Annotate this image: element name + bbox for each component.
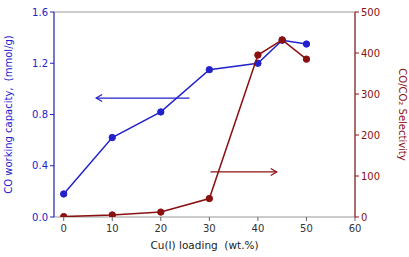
y2-tick-label: 0 — [361, 212, 367, 223]
x-tick — [306, 217, 307, 221]
y2-tick — [355, 12, 359, 13]
series-point — [61, 213, 67, 217]
series-point — [206, 195, 212, 201]
chart: 0 10 20 30 40 50 60 0.0 0.4 0.8 1.2 1.6 0 100 200 300 40… — [0, 0, 409, 257]
y-tick — [50, 165, 54, 166]
y-tick — [50, 114, 54, 115]
arrow-shaft — [96, 97, 189, 98]
axis-arrow — [211, 168, 277, 175]
x-tick-label: 10 — [106, 223, 119, 234]
y-tick-label: 0.4 — [32, 160, 48, 171]
y2-tick-label: 400 — [361, 48, 380, 59]
series-point — [158, 209, 164, 215]
x-axis-label: Cu(I) loading (wt.%) — [150, 239, 258, 251]
y2-tick-label: 100 — [361, 171, 380, 182]
y2-tick-label: 300 — [361, 89, 380, 100]
series-line — [64, 40, 307, 217]
y2-tick — [355, 53, 359, 54]
y2-tick-label: 500 — [361, 7, 380, 18]
series-point — [255, 52, 261, 58]
y2-tick-label: 200 — [361, 130, 380, 141]
plot-frame — [54, 12, 355, 217]
x-tick — [355, 217, 356, 221]
y-tick-label: 0.8 — [32, 109, 48, 120]
x-tick-label: 0 — [61, 223, 67, 234]
x-tick-label: 40 — [252, 223, 265, 234]
series-point — [109, 134, 115, 140]
x-tick — [63, 217, 64, 221]
y2-axis-line — [355, 12, 356, 217]
arrow-head — [96, 95, 102, 102]
series-point — [61, 191, 67, 197]
series-point — [158, 109, 164, 115]
x-tick — [209, 217, 210, 221]
y2-tick — [355, 94, 359, 95]
y2-tick — [355, 135, 359, 136]
axis-arrow — [96, 95, 189, 102]
series-point — [279, 37, 285, 43]
y-tick — [50, 217, 54, 218]
plot-area — [61, 37, 310, 217]
arrow-shaft — [211, 171, 277, 172]
x-tick — [160, 217, 161, 221]
arrow-head — [271, 168, 277, 175]
x-tick — [257, 217, 258, 221]
series-point — [303, 56, 309, 62]
y-tick — [50, 63, 54, 64]
series-point — [206, 66, 212, 72]
x-tick-label: 60 — [349, 223, 362, 234]
x-tick — [112, 217, 113, 221]
y2-tick — [355, 176, 359, 177]
series-point — [109, 212, 115, 217]
y-tick — [50, 12, 54, 13]
y-tick-label: 0.0 — [32, 212, 48, 223]
y-tick-label: 1.6 — [32, 7, 48, 18]
y-tick-label: 1.2 — [32, 58, 48, 69]
x-tick-label: 30 — [203, 223, 216, 234]
y-axis-label: CO working capacity, (mmol/g) — [3, 35, 14, 194]
x-tick-label: 20 — [154, 223, 167, 234]
series-line — [64, 40, 307, 194]
y2-tick — [355, 217, 359, 218]
x-tick-label: 50 — [300, 223, 313, 234]
series-point — [303, 41, 309, 47]
series-point — [279, 37, 285, 43]
y2-axis-label: CO/CO₂ Selectivity — [397, 68, 408, 161]
